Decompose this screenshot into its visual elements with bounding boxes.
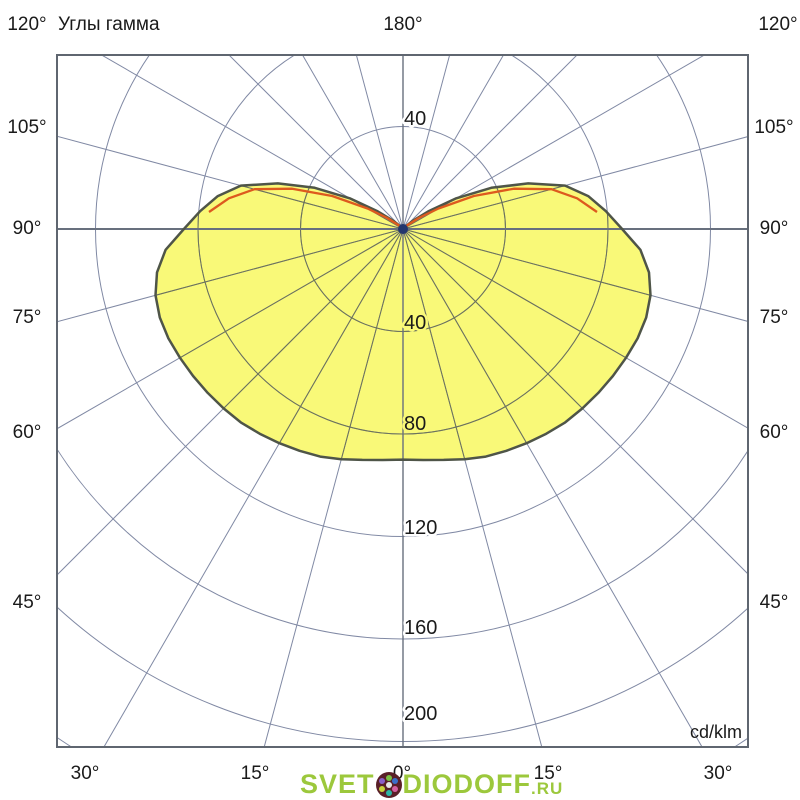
gamma-label-left: 45° [12,592,42,613]
grid-ray [155,228,404,460]
grid-ray [169,228,404,460]
grid-ray [155,228,404,460]
watermark-logo-dot [385,774,392,781]
gamma-label-bottom: 15° [240,763,270,784]
gamma-label-right: 90° [759,218,789,239]
grid-ray [402,55,451,230]
gamma-label-right: 60° [759,422,789,443]
gamma-label-180: 180° [383,14,423,35]
watermark-logo-dot [385,782,392,788]
gamma-label-left: 105° [7,117,47,138]
grid-ray [402,55,706,230]
gamma-label-right: 105° [754,117,794,138]
watermark-tld: .RU [531,779,564,798]
grid-ray [402,228,651,460]
grid-ray [155,228,404,460]
watermark-text-1: SVET [300,769,375,799]
plot-border [56,54,749,748]
grid-ray [402,228,651,460]
grid-ray [155,228,404,460]
watermark-logo-dot [392,785,399,792]
watermark: SVET DIODOFF .RU [300,771,563,798]
radial-tick-label: 120 [404,517,437,539]
grid-ray [100,55,404,230]
gamma-label-left: 75° [12,307,42,328]
gamma-label-right: 45° [759,592,789,613]
gamma-label-bottom: 15° [533,763,563,784]
gamma-label-top-right: 120° [758,14,798,35]
gamma-label-left: 60° [12,422,42,443]
watermark-logo-dot [392,778,399,785]
radial-tick-label: 40 [404,312,426,334]
gamma-label-left: 90° [12,218,42,239]
grid-ray [402,228,651,460]
distribution-outline [154,182,652,462]
center-dot [398,224,408,234]
radial-tick-label: 40 [404,108,426,130]
grid-ray [402,55,578,230]
gamma-label-top-left: 120° [7,14,47,35]
gamma-label-bottom: 30° [703,763,733,784]
grid-ray [402,228,637,460]
watermark-logo-dot [379,778,386,785]
grid-ray [355,55,404,230]
watermark-logo-icon [375,772,402,798]
radial-tick-label: 200 [404,703,437,725]
grid-ray [301,55,404,230]
grid-ray [402,55,505,230]
radial-tick-label: 160 [404,617,437,639]
watermark-logo-dot [385,789,392,796]
page-title: Углы гамма [58,14,160,35]
watermark-text-2: DIODOFF [402,769,532,799]
unit-label: cd/klm [690,722,742,742]
gamma-label-bottom: 30° [70,763,100,784]
grid-ray [228,55,404,230]
grid-ray [402,228,651,460]
gamma-label-right: 75° [759,307,789,328]
radial-tick-label: 80 [404,413,426,435]
watermark-logo-dot [379,785,386,792]
